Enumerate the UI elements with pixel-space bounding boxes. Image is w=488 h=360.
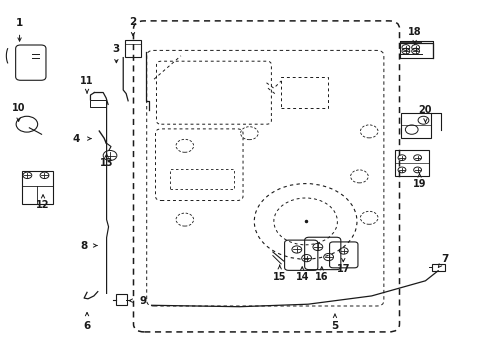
Text: 20: 20 bbox=[418, 105, 431, 115]
Bar bbox=[399, 41, 432, 58]
Text: 3: 3 bbox=[113, 44, 120, 54]
Text: 6: 6 bbox=[83, 321, 90, 331]
Bar bbox=[116, 294, 127, 305]
Text: 8: 8 bbox=[81, 240, 87, 251]
Text: 15: 15 bbox=[272, 272, 286, 282]
Text: 16: 16 bbox=[314, 272, 328, 282]
Text: 13: 13 bbox=[100, 158, 113, 168]
Text: 10: 10 bbox=[12, 103, 25, 113]
Bar bbox=[400, 113, 430, 138]
Bar bbox=[125, 40, 141, 57]
Bar bbox=[394, 150, 428, 176]
Text: 18: 18 bbox=[407, 27, 421, 37]
Bar bbox=[21, 171, 53, 204]
Text: 11: 11 bbox=[80, 76, 94, 86]
Text: 14: 14 bbox=[295, 272, 308, 282]
Text: 1: 1 bbox=[16, 18, 23, 28]
Text: 5: 5 bbox=[331, 321, 338, 331]
Bar bbox=[90, 100, 106, 107]
Text: 7: 7 bbox=[440, 254, 448, 264]
Text: 12: 12 bbox=[36, 200, 50, 210]
Bar bbox=[431, 264, 444, 271]
Text: 4: 4 bbox=[72, 134, 80, 144]
Bar bbox=[281, 77, 327, 108]
Text: 2: 2 bbox=[129, 17, 136, 27]
Text: 9: 9 bbox=[139, 296, 146, 306]
Text: 17: 17 bbox=[336, 264, 349, 274]
Text: 19: 19 bbox=[412, 179, 426, 189]
